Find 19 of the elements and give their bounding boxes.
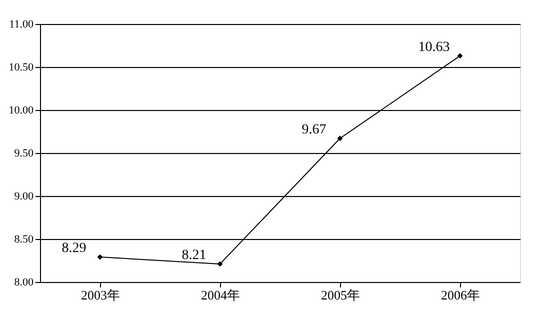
- y-tick-label: 10.00: [8, 104, 34, 116]
- y-tick-label: 10.50: [8, 62, 34, 74]
- y-tick-label: 9.50: [14, 148, 34, 160]
- data-label: 9.67: [302, 122, 326, 138]
- y-tick-label: 11.00: [9, 18, 34, 30]
- point: [217, 261, 223, 267]
- x-tick-label: 2006年: [441, 288, 480, 302]
- x-tick-label: 2004年: [201, 288, 240, 302]
- point: [97, 254, 103, 260]
- y-tick-label: 8.50: [14, 234, 34, 246]
- data-label: 10.63: [418, 40, 450, 55]
- data-label: 8.29: [62, 241, 86, 256]
- point: [337, 136, 343, 142]
- data-label: 8.21: [182, 248, 206, 263]
- y-tick-label: 8.00: [14, 276, 34, 288]
- x-tick-label: 2005年: [321, 288, 360, 302]
- x-tick-label: 2003年: [81, 288, 120, 302]
- y-tick-label: 9.00: [14, 190, 34, 202]
- point: [457, 53, 463, 59]
